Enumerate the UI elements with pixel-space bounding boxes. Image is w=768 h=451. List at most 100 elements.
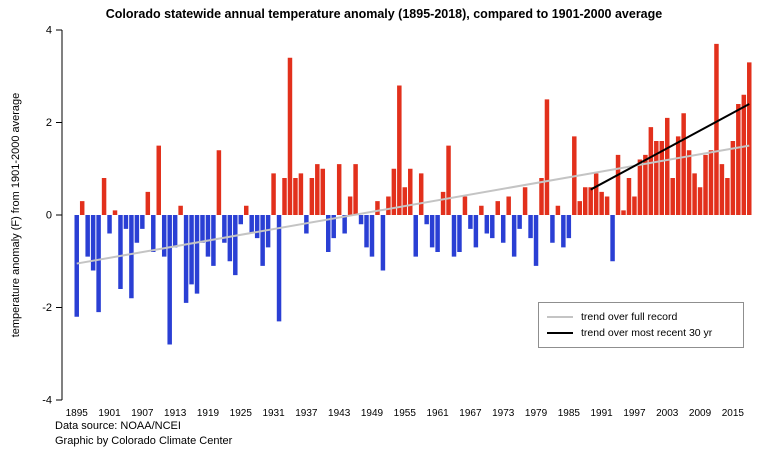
anomaly-bar: [380, 215, 386, 271]
x-tick-label: 1925: [230, 408, 253, 419]
anomaly-bar: [309, 178, 315, 215]
anomaly-bar: [408, 168, 413, 215]
anomaly-bar: [156, 145, 161, 215]
legend-label-recent-30yr: trend over most recent 30 yr: [581, 327, 713, 339]
anomaly-bar: [134, 215, 140, 243]
anomaly-bar: [293, 178, 298, 215]
anomaly-bar: [528, 215, 533, 239]
anomaly-bar: [703, 154, 708, 215]
anomaly-bar: [670, 178, 675, 215]
anomaly-bar: [544, 99, 550, 215]
anomaly-bar: [582, 187, 588, 215]
anomaly-bar: [577, 201, 583, 215]
anomaly-bar: [429, 215, 435, 248]
chart-title: Colorado statewide annual temperature an…: [105, 7, 663, 21]
anomaly-bar: [615, 154, 621, 215]
anomaly-bar: [145, 191, 151, 215]
anomaly-bar: [659, 141, 665, 215]
anomaly-bar: [473, 215, 479, 248]
anomaly-bar: [402, 187, 408, 215]
anomaly-bar: [326, 215, 331, 252]
anomaly-bar: [205, 215, 211, 257]
x-tick-label: 1919: [197, 408, 220, 419]
anomaly-bar: [222, 215, 227, 243]
anomaly-bar: [446, 145, 451, 215]
anomaly-bar: [320, 168, 326, 215]
anomaly-bar: [260, 215, 265, 266]
anomaly-bar: [123, 215, 129, 229]
anomaly-bar: [178, 205, 183, 215]
anomaly-bar: [418, 173, 424, 215]
x-tick-label: 1901: [98, 408, 121, 419]
anomaly-bar: [468, 215, 473, 229]
anomaly-bar: [479, 205, 484, 215]
anomaly-bar: [74, 215, 79, 317]
anomaly-bar: [522, 187, 528, 215]
anomaly-bar: [276, 215, 282, 322]
anomaly-bar: [112, 210, 118, 215]
anomaly-bar: [254, 215, 260, 239]
x-tick-label: 1997: [623, 408, 646, 419]
legend-item-full-record: trend over full record: [547, 309, 735, 325]
trend-full-record-line: [76, 144, 750, 265]
footer: Data source: NOAA/NCEI Graphic by Colora…: [55, 419, 232, 448]
anomaly-bar: [397, 85, 402, 215]
anomaly-bar: [550, 215, 555, 243]
anomaly-bar: [342, 215, 347, 234]
y-tick-label: 2: [46, 117, 52, 129]
x-tick-label: 1913: [164, 408, 187, 419]
anomaly-bar: [533, 215, 539, 266]
anomaly-bar: [336, 164, 342, 215]
anomaly-bar: [539, 178, 544, 215]
anomaly-bar: [495, 201, 500, 215]
anomaly-bar: [736, 104, 741, 215]
anomaly-bar: [730, 141, 736, 215]
x-tick-label: 1955: [394, 408, 417, 419]
anomaly-bar: [369, 215, 375, 257]
anomaly-bar: [588, 187, 593, 215]
anomaly-bar: [435, 215, 440, 252]
x-tick-label: 1991: [591, 408, 614, 419]
x-tick-label: 1931: [262, 408, 285, 419]
anomaly-bar: [386, 196, 391, 215]
anomaly-bar: [282, 178, 287, 215]
anomaly-bar: [107, 215, 112, 234]
anomaly-bar: [681, 113, 686, 215]
credit-text: Graphic by Colorado Climate Center: [55, 434, 233, 447]
x-tick-label: 2003: [656, 408, 679, 419]
anomaly-bar: [233, 215, 238, 276]
x-tick-label: 1937: [295, 408, 318, 419]
anomaly-bar: [129, 215, 134, 299]
anomaly-bar: [79, 201, 85, 215]
data-source-text: Data source: NOAA/NCEI: [55, 420, 181, 432]
anomaly-bar: [604, 196, 610, 215]
x-tick-label: 1961: [426, 408, 449, 419]
anomaly-bar: [271, 173, 276, 215]
anomaly-bar: [714, 43, 719, 215]
anomaly-bar: [593, 173, 599, 215]
anomaly-bar: [675, 136, 681, 215]
anomaly-bar: [621, 210, 626, 215]
legend-label-full-record: trend over full record: [581, 311, 678, 323]
anomaly-bar: [216, 150, 222, 215]
anomaly-bar: [462, 196, 468, 215]
x-tick-label: 1949: [361, 408, 384, 419]
anomaly-bar: [599, 191, 604, 215]
anomaly-bar: [561, 215, 566, 248]
anomaly-bar: [692, 173, 697, 215]
anomaly-bar: [648, 127, 654, 215]
anomaly-bar: [719, 164, 725, 215]
anomaly-bar: [643, 154, 648, 215]
x-tick-label: 1973: [492, 408, 515, 419]
anomaly-bar: [90, 215, 96, 271]
anomaly-bar: [353, 164, 358, 215]
anomaly-bar: [697, 187, 703, 215]
anomaly-bar: [610, 215, 615, 262]
anomaly-bar: [490, 215, 495, 239]
trend-recent-line-sample: [547, 332, 573, 334]
x-tick-label: 2009: [689, 408, 712, 419]
x-tick-label: 1895: [66, 408, 89, 419]
anomaly-bar: [194, 215, 200, 294]
x-tick-label: 1907: [131, 408, 154, 419]
